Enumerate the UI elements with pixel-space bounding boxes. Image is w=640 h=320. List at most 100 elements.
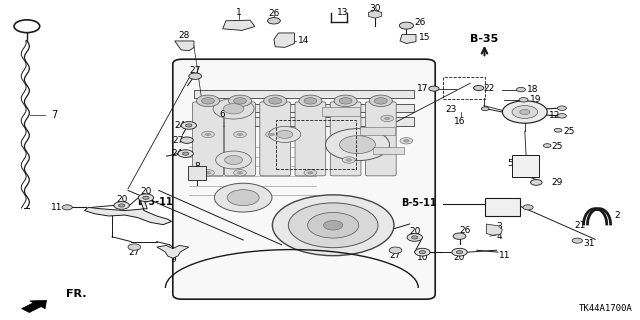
Text: 23: 23: [445, 105, 456, 114]
Circle shape: [304, 98, 317, 104]
Circle shape: [205, 133, 211, 136]
Text: 11: 11: [499, 252, 511, 260]
Circle shape: [324, 220, 343, 230]
Text: 8: 8: [195, 162, 200, 171]
Circle shape: [389, 247, 402, 253]
Circle shape: [519, 98, 528, 102]
Circle shape: [266, 131, 278, 138]
Circle shape: [180, 137, 193, 143]
Circle shape: [346, 159, 351, 161]
Circle shape: [385, 117, 390, 120]
Circle shape: [178, 150, 193, 157]
Text: 14: 14: [298, 36, 309, 45]
Circle shape: [523, 205, 533, 210]
Circle shape: [237, 133, 243, 136]
FancyBboxPatch shape: [194, 117, 414, 126]
FancyBboxPatch shape: [188, 166, 206, 180]
Text: 29: 29: [552, 178, 563, 187]
Circle shape: [264, 95, 287, 107]
Circle shape: [572, 238, 582, 243]
Circle shape: [114, 202, 129, 209]
Circle shape: [237, 172, 243, 174]
Circle shape: [181, 122, 196, 129]
Circle shape: [412, 236, 418, 239]
Circle shape: [213, 99, 254, 119]
Circle shape: [340, 136, 376, 154]
Text: 15: 15: [419, 33, 430, 42]
Text: 9: 9: [170, 255, 175, 264]
Circle shape: [531, 180, 542, 185]
Circle shape: [128, 244, 141, 250]
Circle shape: [186, 124, 192, 127]
FancyBboxPatch shape: [225, 102, 255, 176]
Circle shape: [404, 140, 409, 142]
Text: 10: 10: [417, 253, 428, 262]
Circle shape: [334, 95, 357, 107]
Text: 31: 31: [584, 239, 595, 248]
Text: 27: 27: [390, 252, 401, 260]
Text: 17: 17: [417, 84, 429, 93]
Polygon shape: [223, 20, 255, 30]
Text: 25: 25: [563, 127, 575, 136]
Circle shape: [234, 131, 246, 138]
Circle shape: [415, 248, 430, 256]
Circle shape: [118, 204, 125, 207]
Circle shape: [456, 251, 463, 254]
Circle shape: [326, 129, 390, 161]
Circle shape: [214, 183, 272, 212]
Text: B-5-11: B-5-11: [138, 196, 173, 207]
Polygon shape: [486, 224, 502, 235]
Circle shape: [419, 251, 426, 254]
Polygon shape: [274, 33, 294, 47]
Text: 20: 20: [116, 195, 127, 204]
Polygon shape: [84, 198, 172, 225]
Circle shape: [289, 203, 378, 248]
FancyBboxPatch shape: [295, 102, 326, 176]
Circle shape: [269, 126, 301, 142]
FancyBboxPatch shape: [373, 147, 404, 154]
Text: 11: 11: [51, 203, 62, 212]
Text: 28: 28: [179, 31, 190, 40]
Text: 26: 26: [414, 18, 426, 27]
Circle shape: [381, 115, 394, 122]
Circle shape: [268, 18, 280, 24]
Circle shape: [234, 98, 246, 104]
Text: TK44A1700A: TK44A1700A: [579, 304, 632, 313]
Circle shape: [342, 157, 355, 163]
FancyBboxPatch shape: [485, 198, 520, 216]
Polygon shape: [157, 245, 189, 258]
Circle shape: [308, 212, 359, 238]
FancyBboxPatch shape: [330, 102, 361, 176]
Text: 7: 7: [51, 110, 58, 120]
Circle shape: [399, 22, 413, 29]
Text: B-5-11: B-5-11: [401, 198, 437, 208]
Circle shape: [205, 172, 211, 174]
Circle shape: [554, 128, 562, 132]
Text: 20: 20: [140, 187, 152, 196]
Text: 12: 12: [548, 111, 560, 120]
Circle shape: [138, 194, 154, 202]
Circle shape: [429, 86, 439, 91]
Circle shape: [516, 87, 525, 92]
Circle shape: [543, 144, 551, 148]
Circle shape: [225, 156, 243, 164]
Text: FR.: FR.: [66, 289, 86, 300]
Circle shape: [223, 104, 244, 114]
Polygon shape: [175, 41, 194, 51]
Text: 27: 27: [129, 248, 140, 257]
Circle shape: [520, 109, 530, 115]
Circle shape: [474, 85, 484, 91]
Circle shape: [269, 98, 282, 104]
Text: 20: 20: [454, 253, 465, 262]
Circle shape: [196, 95, 220, 107]
Circle shape: [228, 95, 252, 107]
Polygon shape: [22, 300, 47, 313]
Text: 26: 26: [460, 226, 471, 235]
Circle shape: [182, 152, 189, 155]
Text: 6: 6: [220, 110, 225, 119]
Circle shape: [374, 98, 387, 104]
Text: 27: 27: [189, 66, 201, 75]
Circle shape: [453, 233, 466, 239]
Text: 3: 3: [497, 222, 502, 231]
Polygon shape: [400, 35, 416, 44]
